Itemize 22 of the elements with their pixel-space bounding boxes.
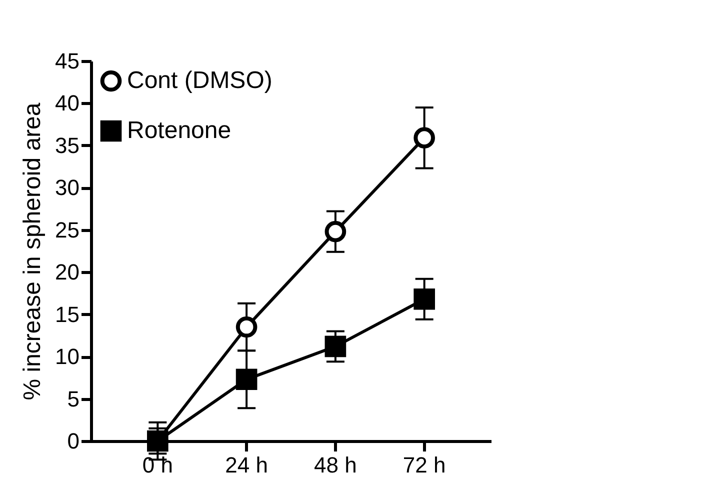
legend-label: Rotenone: [127, 117, 232, 144]
point: [414, 127, 435, 148]
y-tick-label: 0: [67, 428, 80, 454]
x-tick-label: 72 h: [402, 452, 446, 478]
legend-label: Cont (DMSO): [127, 67, 272, 94]
y-tick-label: 40: [55, 90, 80, 116]
y-tick-label: 35: [55, 132, 80, 158]
y-tick-label: 5: [67, 386, 80, 412]
point: [324, 220, 346, 242]
point: [236, 368, 258, 390]
point: [414, 288, 435, 310]
y-tick-label: 30: [55, 175, 80, 200]
y-tick-label: 25: [55, 217, 80, 242]
y-axis-title: % increase in spheroid area: [19, 102, 46, 400]
y-tick-label: 10: [55, 344, 80, 370]
x-tick-label: 24 h: [225, 452, 268, 478]
point: [324, 336, 346, 358]
y-tick-label: 15: [55, 302, 80, 327]
y-tick-label: 20: [55, 260, 80, 285]
x-tick-label: 48 h: [314, 452, 357, 478]
y-tick-label: 45: [55, 48, 80, 74]
point: [236, 316, 258, 338]
